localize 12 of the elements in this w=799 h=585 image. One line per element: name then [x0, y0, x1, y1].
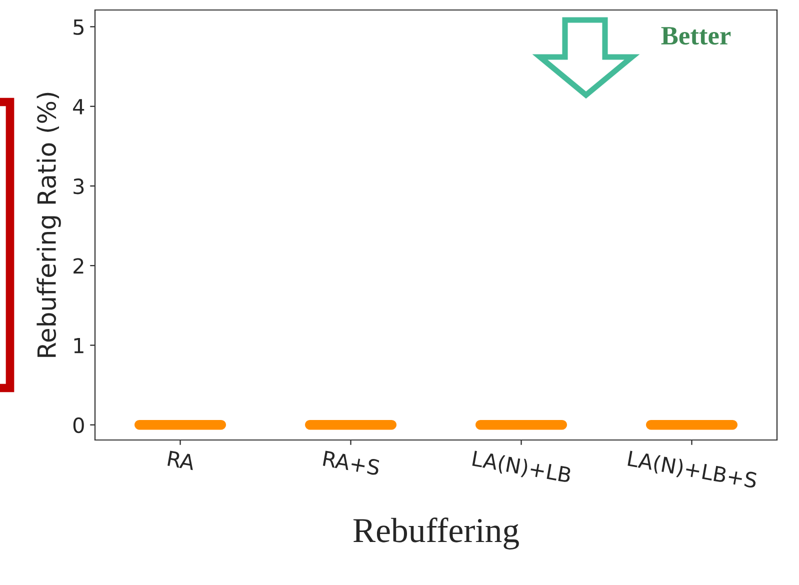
x-axis-title: Rebuffering	[353, 518, 519, 550]
x-tick-label: RA+S	[322, 450, 380, 476]
x-tick-label: LA(N)+LB	[472, 450, 572, 486]
y-tick-label: 4	[73, 99, 84, 114]
y-tick-label: 3	[74, 178, 84, 194]
y-tick-label: 0	[73, 417, 84, 434]
x-tick-label: RA	[168, 450, 196, 470]
y-tick-label: 1	[74, 338, 84, 354]
annotation: Better	[661, 27, 731, 45]
y-axis-title: Rebuffering Ratio (%)	[36, 92, 61, 357]
y-tick-label: 2	[74, 258, 84, 274]
y-tick-label: 5	[74, 19, 84, 35]
